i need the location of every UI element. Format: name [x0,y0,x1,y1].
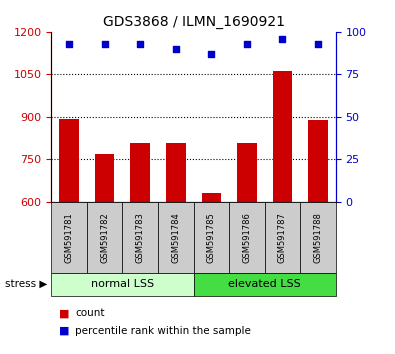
Point [137,41,143,47]
Text: GSM591784: GSM591784 [171,212,180,263]
Text: stress ▶: stress ▶ [5,279,47,289]
Bar [166,143,186,202]
Text: normal LSS: normal LSS [91,279,154,289]
Point [244,41,250,47]
Bar [273,71,292,202]
Bar [237,143,257,202]
Text: GSM591782: GSM591782 [100,212,109,263]
Point [279,36,286,41]
Text: GSM591788: GSM591788 [314,212,322,263]
Point [66,41,72,47]
Text: percentile rank within the sample: percentile rank within the sample [75,326,251,336]
Point [315,41,321,47]
Text: GSM591781: GSM591781 [65,212,73,263]
Bar [59,119,79,202]
Text: count: count [75,308,105,318]
Text: ■: ■ [59,326,70,336]
Text: elevated LSS: elevated LSS [228,279,301,289]
Bar [130,143,150,202]
Bar [95,154,115,202]
Text: ■: ■ [59,308,70,318]
Bar [201,193,221,202]
Bar [308,120,328,202]
Point [208,51,214,57]
Text: GSM591787: GSM591787 [278,212,287,263]
Text: GSM591783: GSM591783 [136,212,145,263]
Text: GSM591785: GSM591785 [207,212,216,263]
Title: GDS3868 / ILMN_1690921: GDS3868 / ILMN_1690921 [103,16,284,29]
Point [102,41,108,47]
Text: GSM591786: GSM591786 [243,212,251,263]
Point [173,46,179,52]
